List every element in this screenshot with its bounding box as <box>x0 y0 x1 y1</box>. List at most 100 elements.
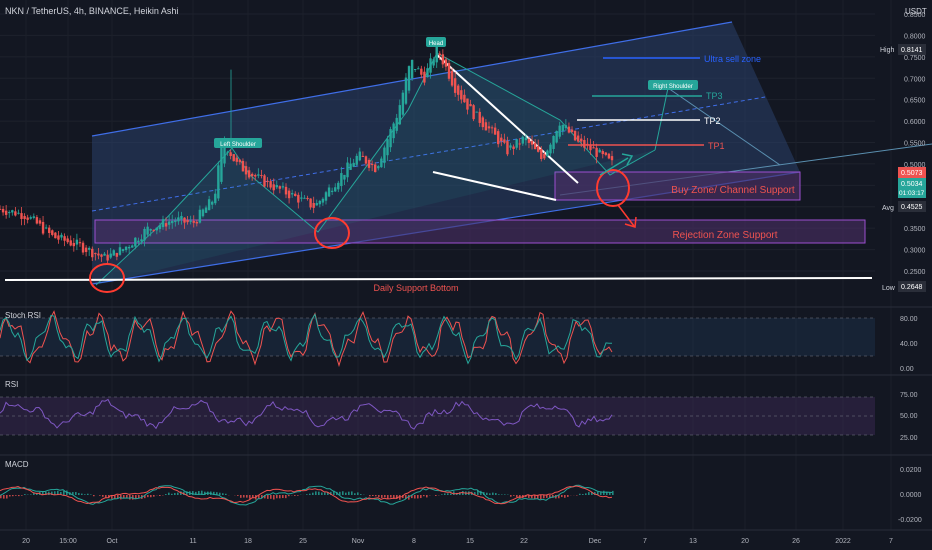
candle-body <box>44 227 48 229</box>
candle-body <box>564 125 568 129</box>
macd-bar <box>351 491 353 495</box>
candle-body <box>112 250 115 256</box>
time-axis[interactable]: 20 15:00 Oct 11 18 25 Nov 8 15 22 Dec 7 13 20 26 2022 7 <box>22 538 893 545</box>
candle-body <box>250 173 254 177</box>
candle-body <box>140 239 143 242</box>
macd-bar <box>600 492 602 495</box>
candle-body <box>152 229 155 231</box>
candle-body <box>361 155 365 157</box>
macd-bar <box>198 490 200 495</box>
macd-bar <box>552 495 554 498</box>
macd-bar <box>405 495 407 499</box>
macd-bar <box>195 491 197 495</box>
macd-bar <box>87 493 89 495</box>
macd-bar <box>603 490 605 495</box>
candle-body <box>66 238 69 243</box>
candle-body <box>377 166 380 169</box>
macd-bar <box>474 492 476 495</box>
candle-body <box>284 186 288 195</box>
candle-body <box>398 105 401 125</box>
macd-bar <box>60 492 62 495</box>
candle-body <box>457 85 460 95</box>
candle-body <box>220 145 223 182</box>
candle-body <box>386 139 389 156</box>
macd-bar <box>588 492 590 495</box>
tp1-label: TP1 <box>708 141 725 151</box>
candle-body <box>281 186 285 188</box>
buy-zone <box>554 171 801 201</box>
macd-bar <box>489 493 491 495</box>
macd-bar <box>513 495 515 496</box>
candle-body <box>334 187 337 192</box>
macd-tick-neg: -0.0200 <box>898 517 922 524</box>
candle-body <box>8 212 11 214</box>
candle-body <box>478 111 481 123</box>
candles <box>0 40 614 265</box>
candle-body <box>493 127 497 135</box>
candle-body <box>180 215 183 220</box>
macd-bar <box>72 492 74 495</box>
low-value-bg <box>898 281 926 292</box>
candle-body <box>426 68 429 78</box>
candle-body <box>583 140 586 148</box>
candle-body <box>17 212 20 214</box>
macd-bar <box>171 493 173 495</box>
macd-bar <box>414 495 416 499</box>
macd-title: MACD <box>5 460 29 469</box>
candle-body <box>567 126 571 133</box>
candle-body <box>604 152 608 155</box>
stoch-k-line <box>0 310 613 368</box>
candle-body <box>312 202 315 208</box>
macd-bar <box>57 490 59 495</box>
right-shoulder-badge <box>648 80 698 90</box>
candle-body <box>14 211 17 216</box>
time-tick: 26 <box>792 538 800 545</box>
candle-body <box>383 147 386 163</box>
candle-body <box>174 220 177 223</box>
time-tick: 8 <box>412 538 416 545</box>
candle-body <box>198 209 202 223</box>
ultra-sell-label: Ultra sell zone <box>704 54 761 64</box>
stoch-tick-80: 80.00 <box>900 316 918 323</box>
macd-bar <box>375 495 377 497</box>
macd-bar <box>360 494 362 495</box>
macd-bar <box>264 495 266 499</box>
candle-body <box>340 173 343 187</box>
candle-body <box>161 219 165 228</box>
price-axis[interactable]: 0.8500 0.8000 0.7500 0.7000 0.6500 0.6000 0.55… <box>904 12 926 276</box>
bid-price: 0.5034 <box>901 181 923 188</box>
candle-body <box>318 200 322 205</box>
candle-body <box>303 197 306 199</box>
macd-bar <box>297 495 299 496</box>
macd-bar <box>174 493 176 495</box>
candle-body <box>294 193 297 197</box>
macd-bar <box>330 491 332 495</box>
time-tick: 11 <box>189 538 196 545</box>
macd-bar <box>426 495 428 498</box>
candle-body <box>275 185 278 188</box>
avg-value-bg <box>898 201 926 212</box>
candle-body <box>4 210 8 215</box>
macd-bar <box>102 495 104 497</box>
candle-body <box>26 217 29 220</box>
macd-bar <box>246 495 248 498</box>
macd-bar <box>342 491 344 495</box>
candle-body <box>521 136 525 144</box>
candle-body <box>337 182 340 190</box>
up-arrow-head <box>621 153 634 166</box>
candle-body <box>272 184 275 191</box>
candle-body <box>395 117 398 131</box>
candle-body <box>555 130 558 143</box>
down-arrow-head <box>624 216 637 228</box>
candle-body <box>315 203 318 206</box>
candle-body <box>32 216 36 218</box>
candle-body <box>84 247 88 252</box>
candle-body <box>423 71 426 83</box>
macd-bar <box>132 495 134 500</box>
wedge-upper <box>436 54 579 184</box>
macd-bar <box>237 495 239 496</box>
candle-body <box>1 208 5 213</box>
candle-body <box>469 104 472 107</box>
candle-body <box>407 66 411 91</box>
